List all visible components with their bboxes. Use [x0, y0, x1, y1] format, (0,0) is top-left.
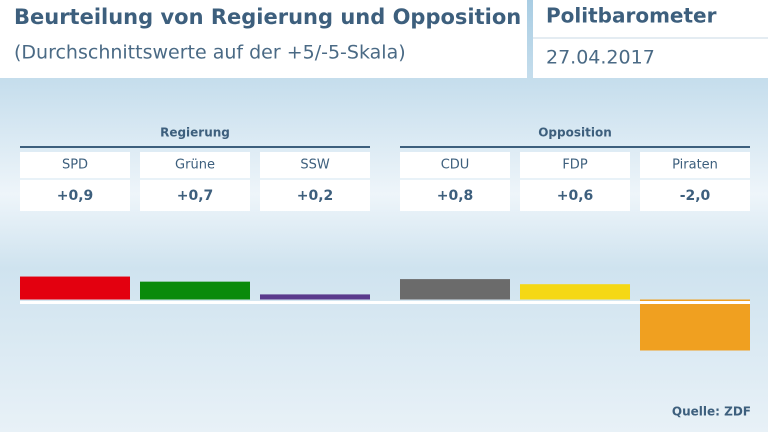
category-label: CDU: [441, 158, 470, 173]
label-cell: [20, 152, 130, 178]
chart-subtitle: (Durchschnittswerte auf der +5/-5-Skala): [14, 42, 406, 64]
value-cell: [20, 180, 130, 211]
label-cell: [520, 152, 630, 178]
category-label: SPD: [62, 158, 88, 173]
value-cell: [260, 180, 370, 211]
bar: [520, 284, 630, 300]
category-label: Grüne: [175, 158, 215, 173]
value-label: +0,7: [177, 188, 214, 204]
label-cell: [140, 152, 250, 178]
category-label: SSW: [300, 158, 330, 173]
label-cell: [400, 152, 510, 178]
chart-title: Beurteilung von Regierung und Opposition: [14, 5, 521, 29]
value-label: +0,2: [297, 188, 334, 204]
bar: [640, 299, 750, 351]
category-label: Piraten: [672, 158, 718, 173]
label-cell: [640, 152, 750, 178]
value-cell: [400, 180, 510, 211]
bar: [400, 279, 510, 300]
header-box: [533, 0, 768, 78]
value-cell: [520, 180, 630, 211]
brand: Politbarometer: [546, 4, 717, 28]
category-label: FDP: [562, 158, 587, 173]
source: Quelle: ZDF: [672, 405, 751, 419]
bar: [140, 281, 250, 300]
value-cell: [640, 180, 750, 211]
group-label: Opposition: [538, 126, 612, 140]
bar: [260, 294, 370, 300]
value-label: -2,0: [680, 188, 711, 204]
value-cell: [140, 180, 250, 211]
date: 27.04.2017: [546, 47, 655, 69]
bar: [20, 276, 130, 300]
value-label: +0,8: [437, 188, 474, 204]
value-label: +0,6: [557, 188, 594, 204]
label-cell: [260, 152, 370, 178]
header-box: [0, 0, 527, 78]
value-label: +0,9: [57, 188, 94, 204]
group-label: Regierung: [160, 126, 230, 140]
